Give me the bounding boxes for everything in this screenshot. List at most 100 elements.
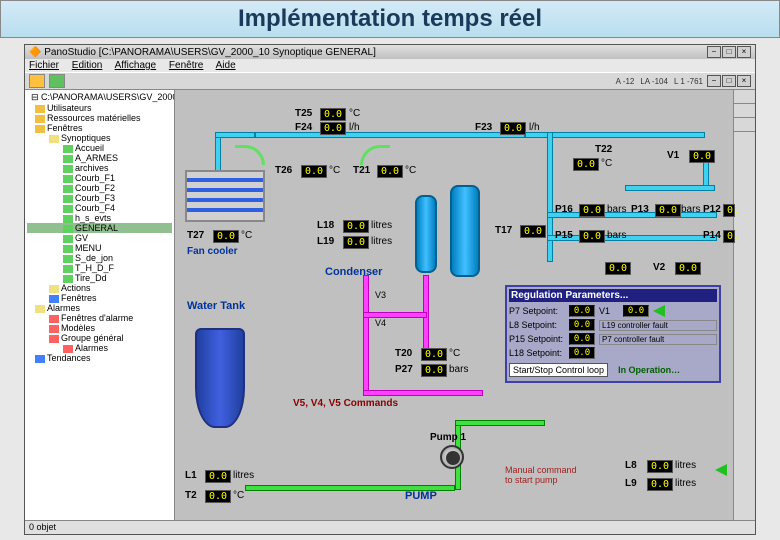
tag-P13: P13: [631, 204, 649, 215]
tree-root[interactable]: ⊟ C:\PANORAMA\USERS\GV_2000: [27, 92, 172, 103]
tree-icon: [63, 235, 73, 243]
tree-item[interactable]: Ressources matérielles: [27, 113, 172, 123]
val-L8: 0.0: [647, 460, 673, 473]
toolbar: A -12 LA -104 L 1 -761 − □ ×: [25, 72, 755, 90]
doc-min[interactable]: −: [707, 75, 721, 87]
window-title: PanoStudio [C:\PANORAMA\USERS\GV_2000_10…: [44, 47, 376, 58]
condenser-label: Condenser: [325, 266, 382, 278]
unit-T25: °C: [349, 108, 360, 119]
tool-btn[interactable]: [734, 104, 755, 118]
tree-item[interactable]: Courb_F3: [27, 193, 172, 203]
menu-affichage[interactable]: Affichage: [115, 60, 157, 71]
tag-T21: T21: [353, 165, 370, 176]
tag-P12: P12: [703, 204, 721, 215]
tag-T2: T2: [185, 490, 197, 501]
tag-T22: T22: [595, 144, 612, 155]
tree-icon: [63, 165, 73, 173]
tree-icon: [49, 325, 59, 333]
minimize-button[interactable]: −: [707, 46, 721, 58]
unit-T27: °C: [241, 230, 252, 241]
val-F23: 0.0: [500, 122, 526, 135]
reg-value: 0.0: [569, 319, 595, 331]
maximize-button[interactable]: □: [722, 46, 736, 58]
tree-item[interactable]: Fenêtres d'alarme: [27, 313, 172, 323]
tree-icon: [63, 265, 73, 273]
pump-label: PUMP: [405, 490, 437, 502]
pump1-label: Pump 1: [430, 432, 466, 443]
close-button[interactable]: ×: [737, 46, 751, 58]
tree-icon: [63, 185, 73, 193]
tree-icon: [49, 335, 59, 343]
tree-item[interactable]: T_H_D_F: [27, 263, 172, 273]
tag-L18: L18: [317, 220, 334, 231]
val-T27: 0.0: [213, 230, 239, 243]
reg-label: L8 Setpoint:: [509, 320, 565, 330]
water-tank: [195, 328, 245, 428]
app-icon: 🔶 PanoStudio [C:\PANORAMA\USERS\GV_2000_…: [29, 47, 376, 58]
reg-label: P7 Setpoint:: [509, 306, 565, 316]
tag-T26: T26: [275, 165, 292, 176]
tool-btn[interactable]: [734, 118, 755, 132]
tool-btn[interactable]: [734, 90, 755, 104]
tree-item[interactable]: Fenêtres: [27, 123, 172, 133]
menu-fenetre[interactable]: Fenêtre: [169, 60, 203, 71]
menu-aide[interactable]: Aide: [216, 60, 236, 71]
flow-arrow: [360, 145, 390, 165]
val-P12: 0.: [723, 204, 735, 217]
val-L19: 0.0: [343, 236, 369, 249]
val-T21: 0.0: [377, 165, 403, 178]
tree-item[interactable]: A_ARMES: [27, 153, 172, 163]
tree-icon: [63, 345, 73, 353]
start-stop-button[interactable]: Start/Stop Control loop: [509, 363, 608, 377]
tree-icon: [49, 315, 59, 323]
reg-label: L18 Setpoint:: [509, 348, 565, 358]
tree-item[interactable]: Courb_F2: [27, 183, 172, 193]
reg-value: 0.0: [569, 305, 595, 317]
tree-item[interactable]: Groupe général: [27, 333, 172, 343]
tree-item[interactable]: Accueil: [27, 143, 172, 153]
tree-icon: [35, 125, 45, 133]
tree-item[interactable]: Tire_Dd: [27, 273, 172, 283]
reg-label: V1: [599, 306, 619, 316]
tag-T27: T27: [187, 230, 204, 241]
slide-title: Implémentation temps réel: [0, 0, 780, 38]
val-T22: 0.0: [573, 158, 599, 171]
tree-item[interactable]: Synoptiques: [27, 133, 172, 143]
tree-item[interactable]: GV: [27, 233, 172, 243]
doc-max[interactable]: □: [722, 75, 736, 87]
unit-T2: °C: [233, 490, 244, 501]
tree-item[interactable]: archives: [27, 163, 172, 173]
tree-item[interactable]: Actions: [27, 283, 172, 293]
pipe: [455, 420, 545, 426]
tag-P16: P16: [555, 204, 573, 215]
tree-item[interactable]: Alarmes: [27, 343, 172, 353]
menu-fichier[interactable]: Fichier: [29, 60, 59, 71]
tree-item[interactable]: GENERAL: [27, 223, 172, 233]
tree-item[interactable]: S_de_jon: [27, 253, 172, 263]
tree-item[interactable]: MENU: [27, 243, 172, 253]
project-tree[interactable]: ⊟ C:\PANORAMA\USERS\GV_2000 Utilisateurs…: [25, 90, 175, 520]
doc-close[interactable]: ×: [737, 75, 751, 87]
tree-icon: [35, 115, 45, 123]
val-F24: 0.0: [320, 122, 346, 135]
toolbar-btn-1[interactable]: [29, 74, 45, 88]
tree-item[interactable]: h_s_evts: [27, 213, 172, 223]
tree-item[interactable]: Modèles: [27, 323, 172, 333]
tree-item[interactable]: Tendances: [27, 353, 172, 363]
tree-item[interactable]: Fenêtres: [27, 293, 172, 303]
tag-P15: P15: [555, 230, 573, 241]
pump-1[interactable]: [440, 445, 464, 469]
unit-P27: bars: [449, 364, 468, 375]
tree-item[interactable]: Courb_F4: [27, 203, 172, 213]
unit-P13: bars: [681, 204, 700, 215]
tree-item[interactable]: Alarmes: [27, 303, 172, 313]
unit-L8: litres: [675, 460, 696, 471]
tag-V1: V1: [667, 150, 679, 161]
menu-edition[interactable]: Edition: [72, 60, 103, 71]
unit-L19: litres: [371, 236, 392, 247]
tree-item[interactable]: Courb_F1: [27, 173, 172, 183]
tree-icon: [35, 355, 45, 363]
toolbar-btn-2[interactable]: [49, 74, 65, 88]
val-T25: 0.0: [320, 108, 346, 121]
tree-item[interactable]: Utilisateurs: [27, 103, 172, 113]
